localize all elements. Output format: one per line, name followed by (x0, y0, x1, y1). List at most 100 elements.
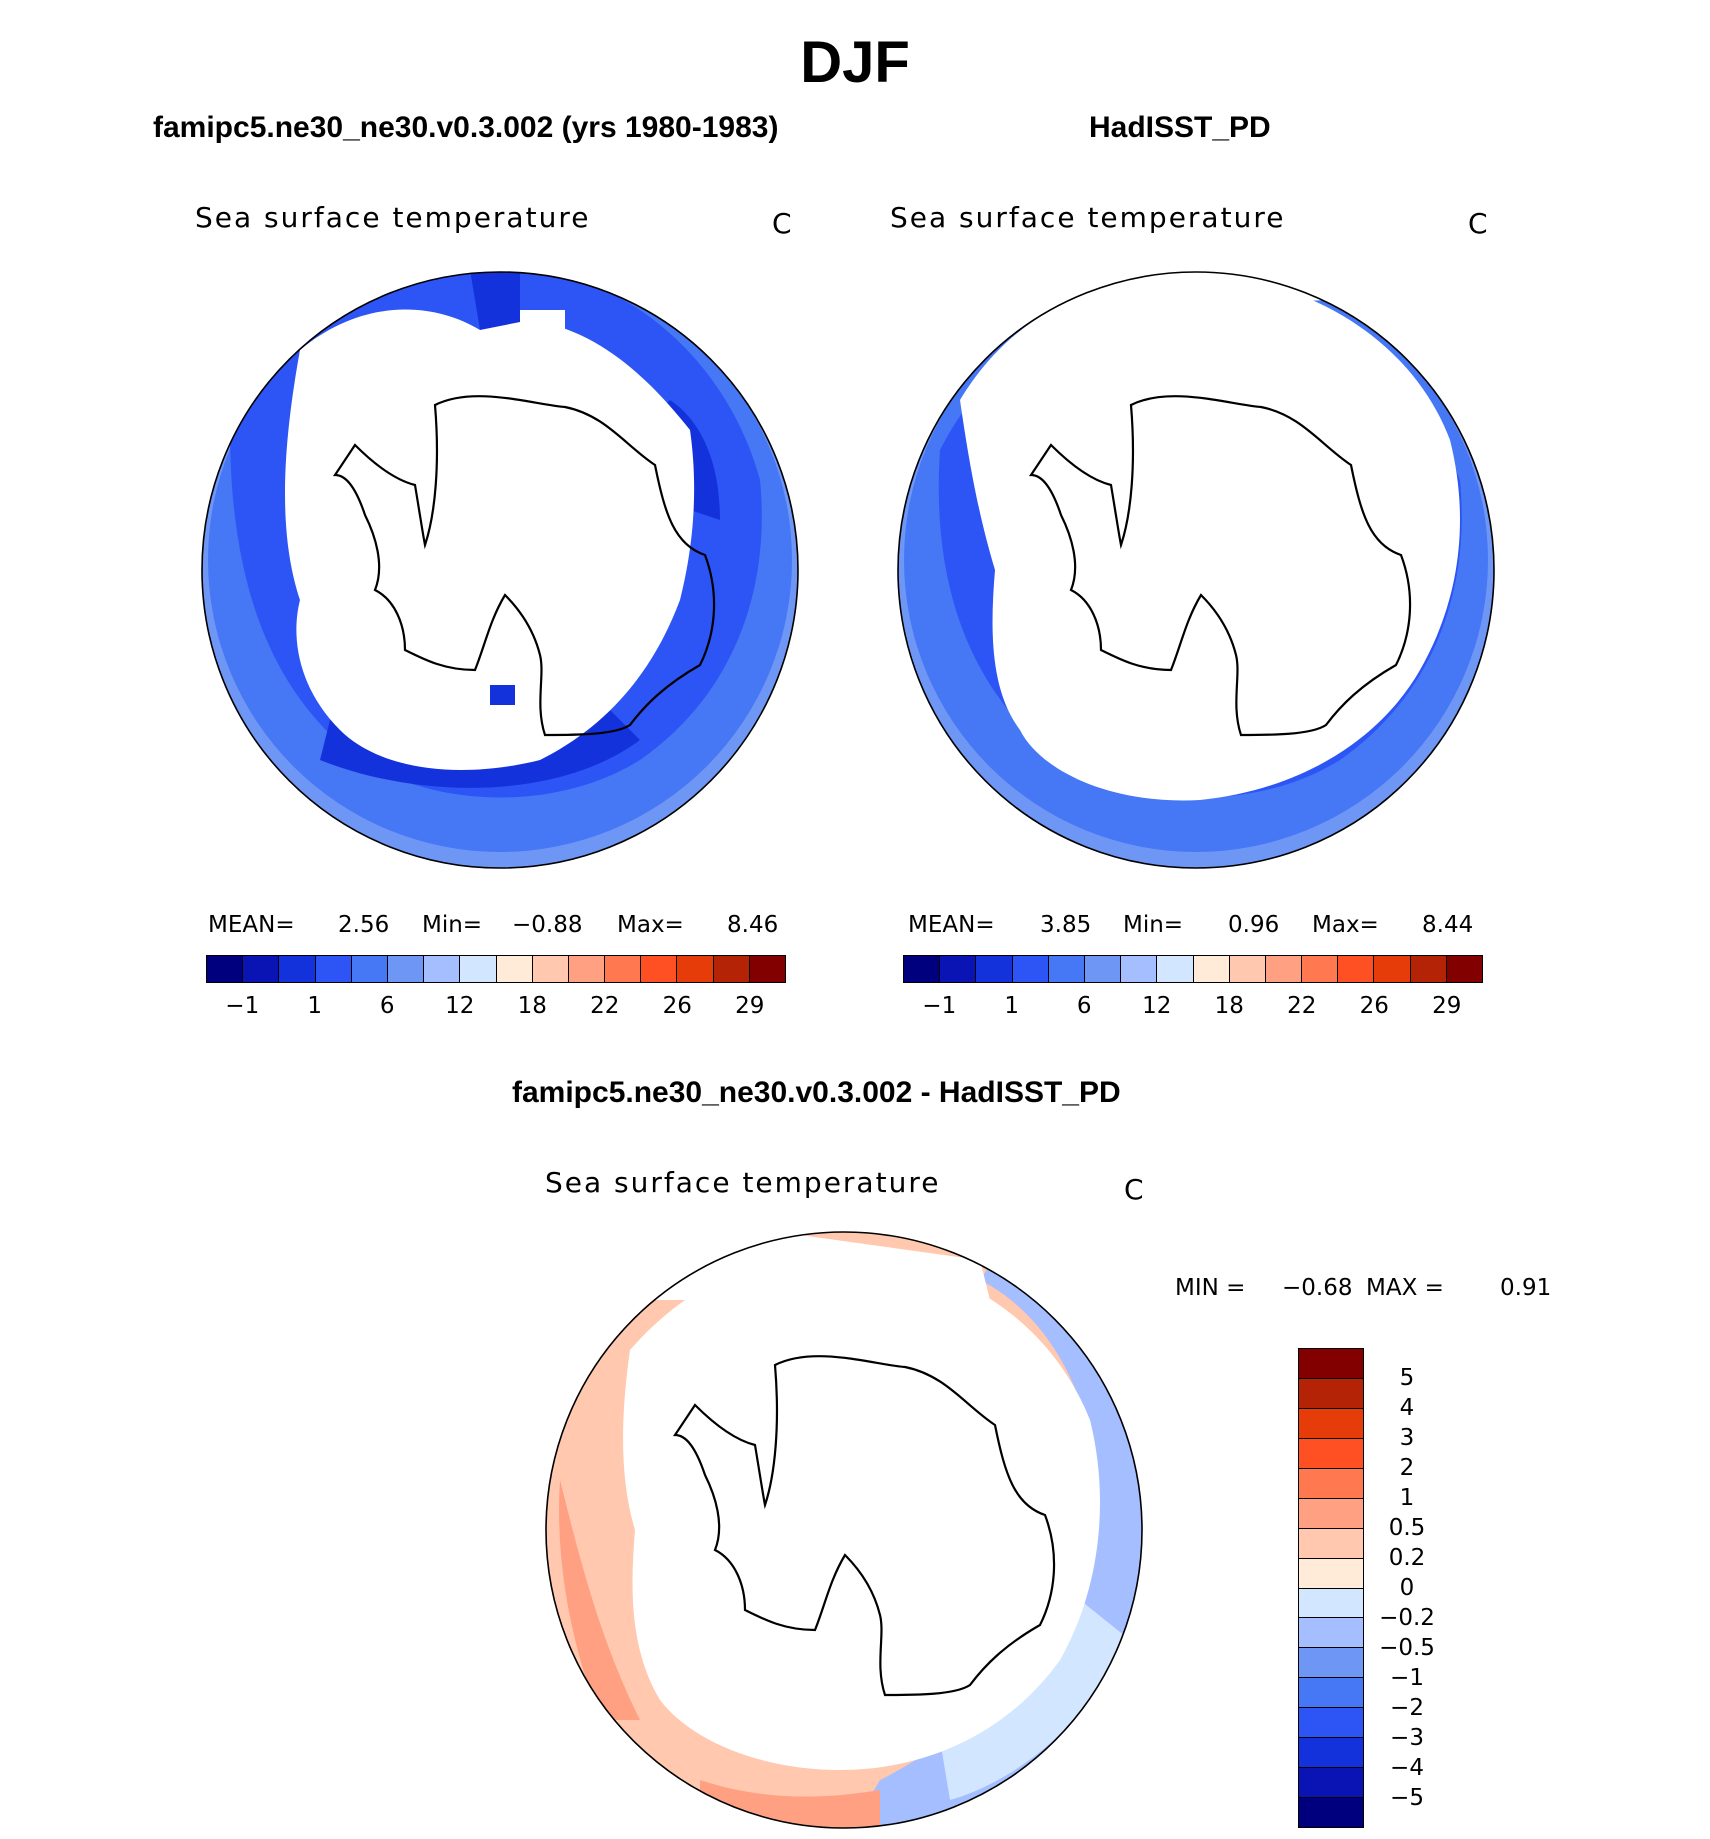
colorbar-tick-label: 0 (1399, 1575, 1415, 1601)
colorbar-swatch (1299, 1407, 1363, 1438)
colorbar-tick-label: 5 (1399, 1365, 1415, 1391)
colorbar-diff-ticks: 5 4 3 2 1 0.5 0.2 0 −0.2 −0.5 −1 −2 −3 −4 −5 (1372, 1348, 1482, 1828)
contour-band-cold-ross (320, 700, 640, 788)
colorbar-swatch (242, 956, 279, 982)
colorbar-obs (903, 955, 1483, 983)
colorbar-swatch (1192, 956, 1229, 982)
colorbar-tick-label: −1 (1390, 1665, 1424, 1691)
colorbar-swatch (1299, 1349, 1363, 1378)
stat-min-label: Min= (1123, 912, 1184, 938)
colorbar-diff (1298, 1348, 1364, 1828)
stat-mean-label: MEAN= (908, 912, 995, 938)
map-boundary (897, 271, 1495, 869)
colorbar-tick-label: −1 (922, 993, 957, 1019)
stat-mean-value: 3.85 (1040, 912, 1092, 938)
sst-map-model (201, 271, 799, 869)
colorbar-swatch (1299, 1557, 1363, 1588)
variable-label-diff: Sea surface temperature (545, 1166, 941, 1199)
colorbar-swatch (1409, 956, 1446, 982)
page-title: DJF (800, 30, 910, 95)
colorbar-tick-label: 29 (735, 993, 765, 1019)
stat-max-value: 0.91 (1500, 1275, 1552, 1301)
colorbar-tick-label: 3 (1399, 1425, 1415, 1451)
colorbar-tick-label: 4 (1399, 1395, 1415, 1421)
colorbar-swatch (1299, 1377, 1363, 1408)
stat-max-label: MAX = (1366, 1275, 1444, 1301)
colorbar-tick-label: −0.5 (1379, 1635, 1435, 1661)
colorbar-tick-label: 12 (445, 993, 475, 1019)
colorbar-swatch (278, 956, 315, 982)
colorbar-swatch (1301, 956, 1338, 982)
colorbar-swatch (459, 956, 496, 982)
units-label-obs: C (1468, 207, 1488, 240)
colorbar-swatch (712, 956, 749, 982)
colorbar-tick-label: −0.2 (1379, 1605, 1435, 1631)
panel-title-obs: HadISST_PD (1089, 111, 1271, 144)
colorbar-tick-label: 22 (590, 993, 620, 1019)
colorbar-tick-label: 1 (1399, 1485, 1415, 1511)
colorbar-swatch (207, 956, 243, 982)
colorbar-swatch (1299, 1467, 1363, 1498)
colorbar-tick-label: 18 (517, 993, 547, 1019)
colorbar-tick-label: −2 (1390, 1695, 1424, 1721)
units-label-diff: C (1124, 1173, 1144, 1206)
positive-anomaly-patch (559, 1480, 640, 1720)
colorbar-tick-label: −3 (1390, 1725, 1424, 1751)
colorbar-swatch (1299, 1497, 1363, 1528)
colorbar-tick-label: 6 (379, 993, 395, 1019)
colorbar-obs-ticks: −1 1 6 12 18 22 26 29 (903, 992, 1483, 1022)
colorbar-swatch (1299, 1527, 1363, 1558)
stat-min-label: Min= (422, 912, 483, 938)
colorbar-swatch (1299, 1767, 1363, 1798)
colorbar-swatch (1299, 1617, 1363, 1648)
colorbar-swatch (676, 956, 713, 982)
colorbar-swatch (939, 956, 976, 982)
colorbar-tick-label: 0.2 (1388, 1545, 1426, 1571)
stat-mean-label: MEAN= (208, 912, 295, 938)
map-boundary (201, 271, 799, 869)
colorbar-tick-label: 12 (1142, 993, 1172, 1019)
colorbar-swatch (1011, 956, 1048, 982)
colorbar-swatch (386, 956, 424, 982)
colorbar-tick-label: −1 (225, 993, 260, 1019)
colorbar-tick-label: 26 (1359, 993, 1389, 1019)
colorbar-swatch (567, 956, 605, 982)
colorbar-tick-label: 1 (1004, 993, 1020, 1019)
colorbar-swatch (1337, 956, 1374, 982)
variable-label-model: Sea surface temperature (195, 201, 591, 234)
colorbar-swatch (1299, 1647, 1363, 1678)
colorbar-swatch (1120, 956, 1157, 982)
colorbar-tick-label: −5 (1390, 1785, 1424, 1811)
colorbar-swatch (640, 956, 677, 982)
colorbar-tick-label: 0.5 (1388, 1515, 1426, 1541)
stat-min-value: −0.68 (1282, 1275, 1353, 1301)
sst-diff-map (545, 1231, 1143, 1829)
colorbar-swatch (1299, 1587, 1363, 1618)
stat-max-label: Max= (617, 912, 684, 938)
stat-max-value: 8.44 (1422, 912, 1474, 938)
colorbar-swatch (748, 956, 785, 982)
colorbar-swatch (1299, 1797, 1363, 1827)
panel-title-diff: famipc5.ne30_ne30.v0.3.002 - HadISST_PD (512, 1076, 1121, 1109)
colorbar-tick-label: 29 (1432, 993, 1462, 1019)
colorbar-model (206, 955, 786, 983)
colorbar-swatch (1373, 956, 1410, 982)
sst-map-obs (897, 271, 1495, 869)
stat-min-value: 0.96 (1228, 912, 1280, 938)
colorbar-swatch (904, 956, 940, 982)
colorbar-tick-label: 22 (1287, 993, 1317, 1019)
colorbar-swatch (495, 956, 532, 982)
stat-max-label: Max= (1312, 912, 1379, 938)
colorbar-swatch (604, 956, 641, 982)
colorbar-tick-label: 6 (1076, 993, 1092, 1019)
stat-max-value: 8.46 (727, 912, 779, 938)
colorbar-swatch (1299, 1437, 1363, 1468)
map-boundary (545, 1231, 1143, 1829)
colorbar-tick-label: 2 (1399, 1455, 1415, 1481)
colorbar-swatch (975, 956, 1012, 982)
colorbar-swatch (1083, 956, 1121, 982)
variable-label-obs: Sea surface temperature (890, 201, 1286, 234)
sea-ice-region (960, 274, 1460, 801)
colorbar-tick-label: 26 (662, 993, 692, 1019)
